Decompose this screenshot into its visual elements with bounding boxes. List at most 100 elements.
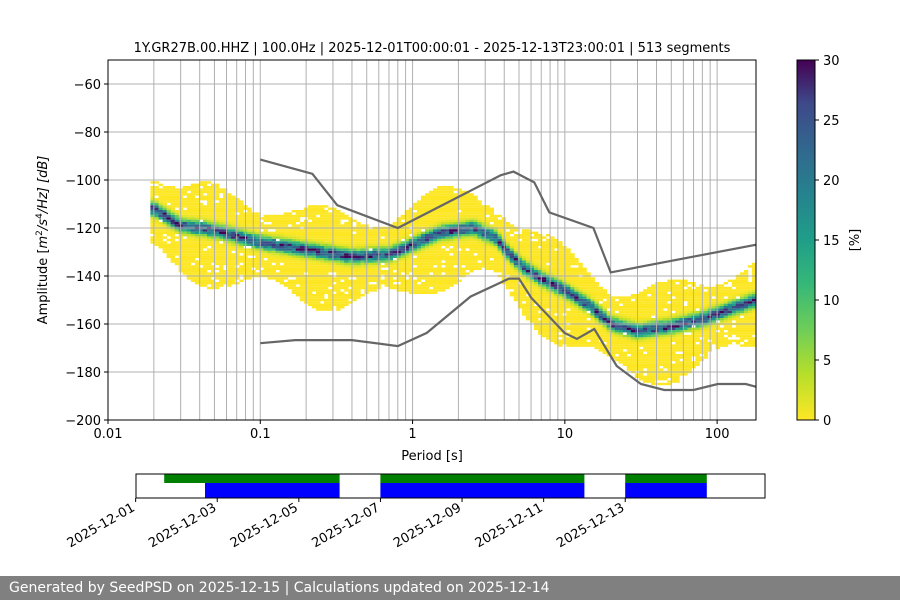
psd-bin bbox=[396, 258, 402, 261]
psd-bin bbox=[271, 265, 276, 268]
psd-bin bbox=[215, 282, 220, 285]
psd-bin bbox=[485, 217, 490, 220]
psd-bin bbox=[667, 339, 672, 342]
psd-bin bbox=[655, 361, 660, 364]
psd-bin bbox=[489, 229, 494, 232]
psd-bin bbox=[295, 212, 301, 215]
psd-bin bbox=[485, 253, 490, 256]
psd-bin bbox=[404, 219, 410, 222]
psd-bin bbox=[392, 260, 398, 263]
psd-bin bbox=[271, 272, 276, 275]
psd-bin bbox=[517, 258, 523, 261]
psd-bin bbox=[384, 282, 389, 285]
psd-bin bbox=[622, 334, 628, 338]
psd-bin bbox=[198, 210, 204, 213]
psd-bin bbox=[396, 248, 402, 251]
psd-bin bbox=[614, 308, 620, 311]
psd-bin bbox=[578, 327, 583, 330]
psd-bin bbox=[416, 262, 422, 266]
psd-bin bbox=[425, 231, 430, 234]
psd-bin bbox=[711, 315, 716, 318]
psd-bin bbox=[215, 224, 220, 227]
psd-bin bbox=[429, 207, 434, 210]
psd-bin bbox=[425, 250, 430, 254]
psd-bin bbox=[182, 270, 188, 273]
psd-bin bbox=[747, 320, 753, 323]
psd-bin bbox=[316, 298, 321, 302]
psd-bin bbox=[396, 236, 402, 239]
psd-bin bbox=[485, 255, 490, 258]
psd-bin bbox=[441, 250, 446, 254]
psd-bin bbox=[667, 296, 672, 299]
psd-bin bbox=[356, 236, 361, 239]
psd-bin bbox=[566, 253, 571, 256]
psd-bin bbox=[485, 207, 490, 210]
psd-bin bbox=[647, 301, 652, 304]
psd-bin bbox=[437, 193, 442, 196]
psd-bin bbox=[263, 231, 268, 234]
psd-bin bbox=[380, 270, 385, 273]
psd-bin bbox=[538, 296, 543, 299]
psd-bin bbox=[574, 330, 579, 333]
psd-bin bbox=[630, 366, 636, 369]
psd-bin bbox=[449, 214, 454, 218]
psd-bin bbox=[554, 265, 559, 268]
psd-bin bbox=[190, 270, 196, 273]
psd-bin bbox=[546, 330, 551, 333]
y-tick-label: −120 bbox=[65, 222, 101, 237]
psd-bin bbox=[340, 234, 345, 237]
psd-bin bbox=[727, 294, 733, 297]
psd-bin bbox=[404, 241, 410, 244]
psd-bin bbox=[594, 320, 599, 323]
psd-bin bbox=[655, 327, 660, 330]
psd-bin bbox=[320, 241, 325, 244]
psd-bin bbox=[529, 267, 535, 270]
psd-bin bbox=[299, 214, 305, 218]
psd-bin bbox=[731, 313, 737, 316]
psd-bin bbox=[324, 277, 329, 280]
psd-bin bbox=[328, 260, 333, 263]
psd-bin bbox=[558, 243, 563, 246]
psd-bin bbox=[384, 265, 389, 268]
psd-bin bbox=[336, 212, 341, 215]
psd-bin bbox=[675, 354, 680, 357]
psd-bin bbox=[352, 258, 357, 261]
psd-bin bbox=[154, 210, 159, 213]
psd-bin bbox=[752, 308, 757, 311]
psd-bin bbox=[578, 318, 583, 321]
psd-bin bbox=[687, 356, 692, 359]
psd-bin bbox=[606, 310, 611, 314]
psd-bin bbox=[223, 272, 228, 275]
psd-bin bbox=[638, 320, 644, 323]
psd-bin bbox=[445, 231, 450, 234]
psd-bin bbox=[299, 238, 305, 242]
psd-bin bbox=[328, 303, 333, 306]
psd-bin bbox=[513, 262, 519, 266]
psd-bin bbox=[384, 253, 389, 256]
psd-bin bbox=[198, 183, 204, 186]
psd-bin bbox=[291, 286, 297, 290]
psd-bin bbox=[465, 207, 470, 210]
psd-bin bbox=[546, 270, 551, 273]
psd-bin bbox=[316, 262, 321, 266]
psd-bin bbox=[239, 243, 244, 246]
psd-bin bbox=[534, 306, 539, 309]
psd-bin bbox=[437, 229, 442, 232]
psd-bin bbox=[643, 356, 648, 359]
psd-bin bbox=[638, 327, 644, 330]
psd-bin bbox=[433, 212, 438, 215]
psd-bin bbox=[283, 241, 289, 244]
psd-bin bbox=[372, 238, 377, 242]
psd-bin bbox=[598, 346, 603, 350]
psd-bin bbox=[202, 272, 208, 275]
psd-bin bbox=[521, 238, 527, 242]
psd-bin bbox=[441, 190, 446, 194]
psd-bin bbox=[554, 238, 559, 242]
psd-bin bbox=[219, 219, 224, 222]
psd-bin bbox=[420, 277, 426, 280]
psd-bin bbox=[659, 337, 664, 340]
psd-bin bbox=[546, 246, 551, 249]
psd-bin bbox=[154, 186, 159, 189]
psd-bin bbox=[715, 346, 720, 350]
psd-bin bbox=[675, 306, 680, 309]
